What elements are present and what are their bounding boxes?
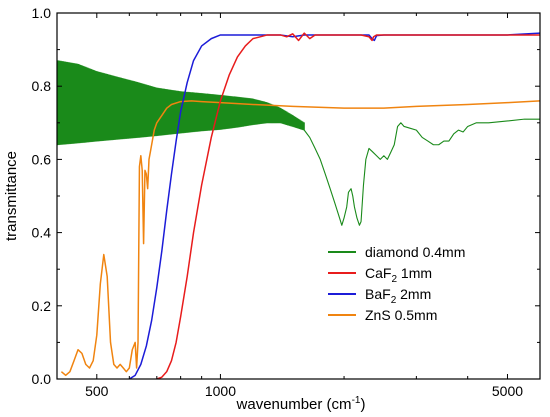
y-tick-label-5: 1.0 [32, 5, 52, 21]
y-tick-label-0: 0.0 [32, 371, 52, 387]
legend-label: ZnS 0.5mm [365, 307, 437, 323]
ticks: 0.0 0.2 0.4 0.6 0.8 1.0 500 1000 5000 [32, 5, 540, 399]
plot-area [57, 13, 540, 379]
x-axis-label-sup: -1 [352, 395, 361, 406]
x-axis-label-main: wavenumber (cm [236, 396, 352, 413]
series-line-caf2-1mm [156, 32, 540, 379]
legend-entry-diamond-0-4mm: diamond 0.4mm [365, 244, 465, 260]
series-line-diamond-0-4mm [57, 60, 540, 226]
legend-subscript: 2 [391, 295, 397, 306]
legend-entry-caf2-1mm: CaF2 1mm [365, 265, 432, 285]
legend-label-rest: 1mm [397, 265, 432, 281]
y-tick-label-2: 0.4 [32, 225, 52, 241]
legend-label-rest: 2mm [396, 286, 431, 302]
legend-entry-zns-0-5mm: ZnS 0.5mm [365, 307, 437, 323]
legend-label: CaF [365, 265, 391, 281]
series-line-baf2-2mm [128, 32, 540, 379]
y-axis-label: transmittance [3, 151, 20, 241]
x-tick-label-2: 5000 [492, 383, 523, 399]
legend-entry-baf2-2mm: BaF2 2mm [365, 286, 431, 306]
x-axis-label: wavenumber (cm-1) [236, 395, 366, 413]
x-tick-label-0: 500 [85, 383, 109, 399]
x-tick-label-1: 1000 [205, 383, 236, 399]
series-group [57, 32, 540, 379]
x-axis-label-close: ) [360, 396, 365, 413]
y-tick-label-1: 0.2 [32, 298, 52, 314]
series-line-zns-0-5mm [60, 100, 540, 377]
legend-label: BaF [365, 286, 391, 302]
legend-subscript: 2 [391, 274, 397, 285]
y-tick-label-4: 0.8 [32, 78, 52, 94]
plot-background [57, 13, 540, 379]
legend-label: diamond 0.4mm [365, 244, 465, 260]
y-tick-label-3: 0.6 [32, 151, 52, 167]
